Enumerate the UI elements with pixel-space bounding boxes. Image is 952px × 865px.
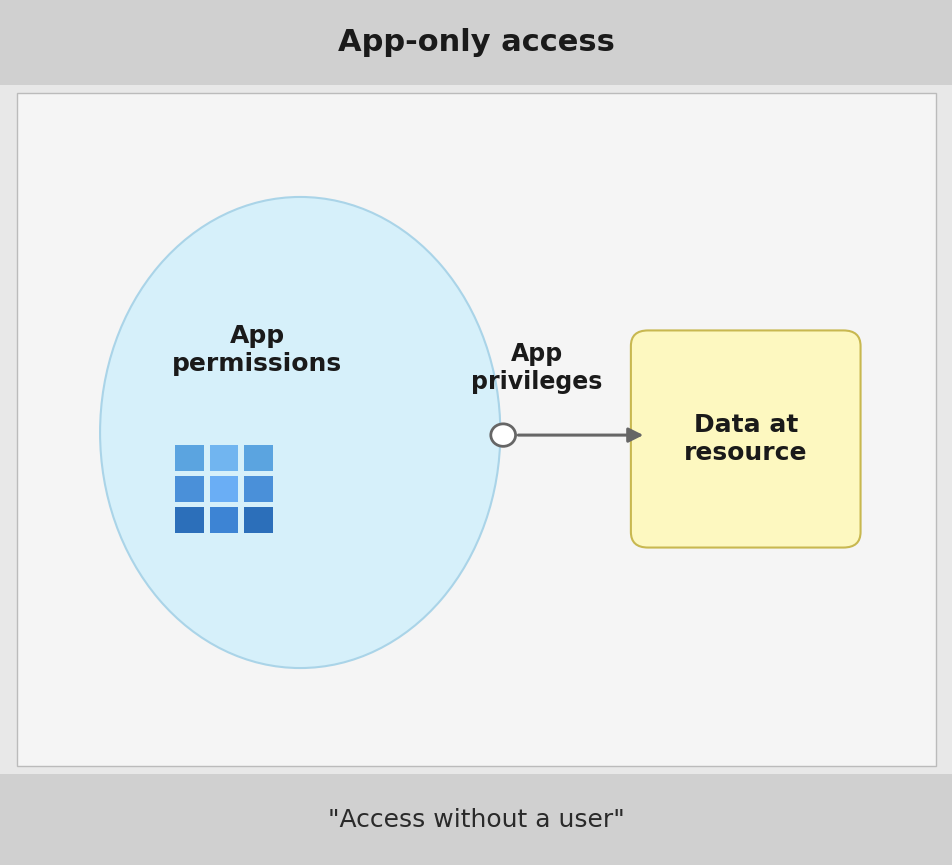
FancyBboxPatch shape bbox=[209, 476, 238, 502]
FancyBboxPatch shape bbox=[209, 507, 238, 533]
Text: App
permissions: App permissions bbox=[172, 324, 342, 376]
Text: "Access without a user": "Access without a user" bbox=[327, 808, 625, 831]
FancyBboxPatch shape bbox=[175, 507, 204, 533]
FancyBboxPatch shape bbox=[0, 774, 952, 865]
FancyBboxPatch shape bbox=[244, 507, 272, 533]
Ellipse shape bbox=[100, 197, 500, 668]
FancyBboxPatch shape bbox=[175, 476, 204, 502]
Text: Data at
resource: Data at resource bbox=[684, 413, 806, 465]
FancyBboxPatch shape bbox=[17, 93, 935, 766]
FancyBboxPatch shape bbox=[630, 330, 860, 548]
FancyBboxPatch shape bbox=[209, 445, 238, 471]
FancyBboxPatch shape bbox=[244, 476, 272, 502]
Text: App-only access: App-only access bbox=[338, 28, 614, 57]
FancyBboxPatch shape bbox=[0, 0, 952, 85]
Circle shape bbox=[490, 424, 515, 446]
FancyBboxPatch shape bbox=[175, 445, 204, 471]
Text: App
privileges: App privileges bbox=[470, 342, 602, 394]
FancyBboxPatch shape bbox=[244, 445, 272, 471]
